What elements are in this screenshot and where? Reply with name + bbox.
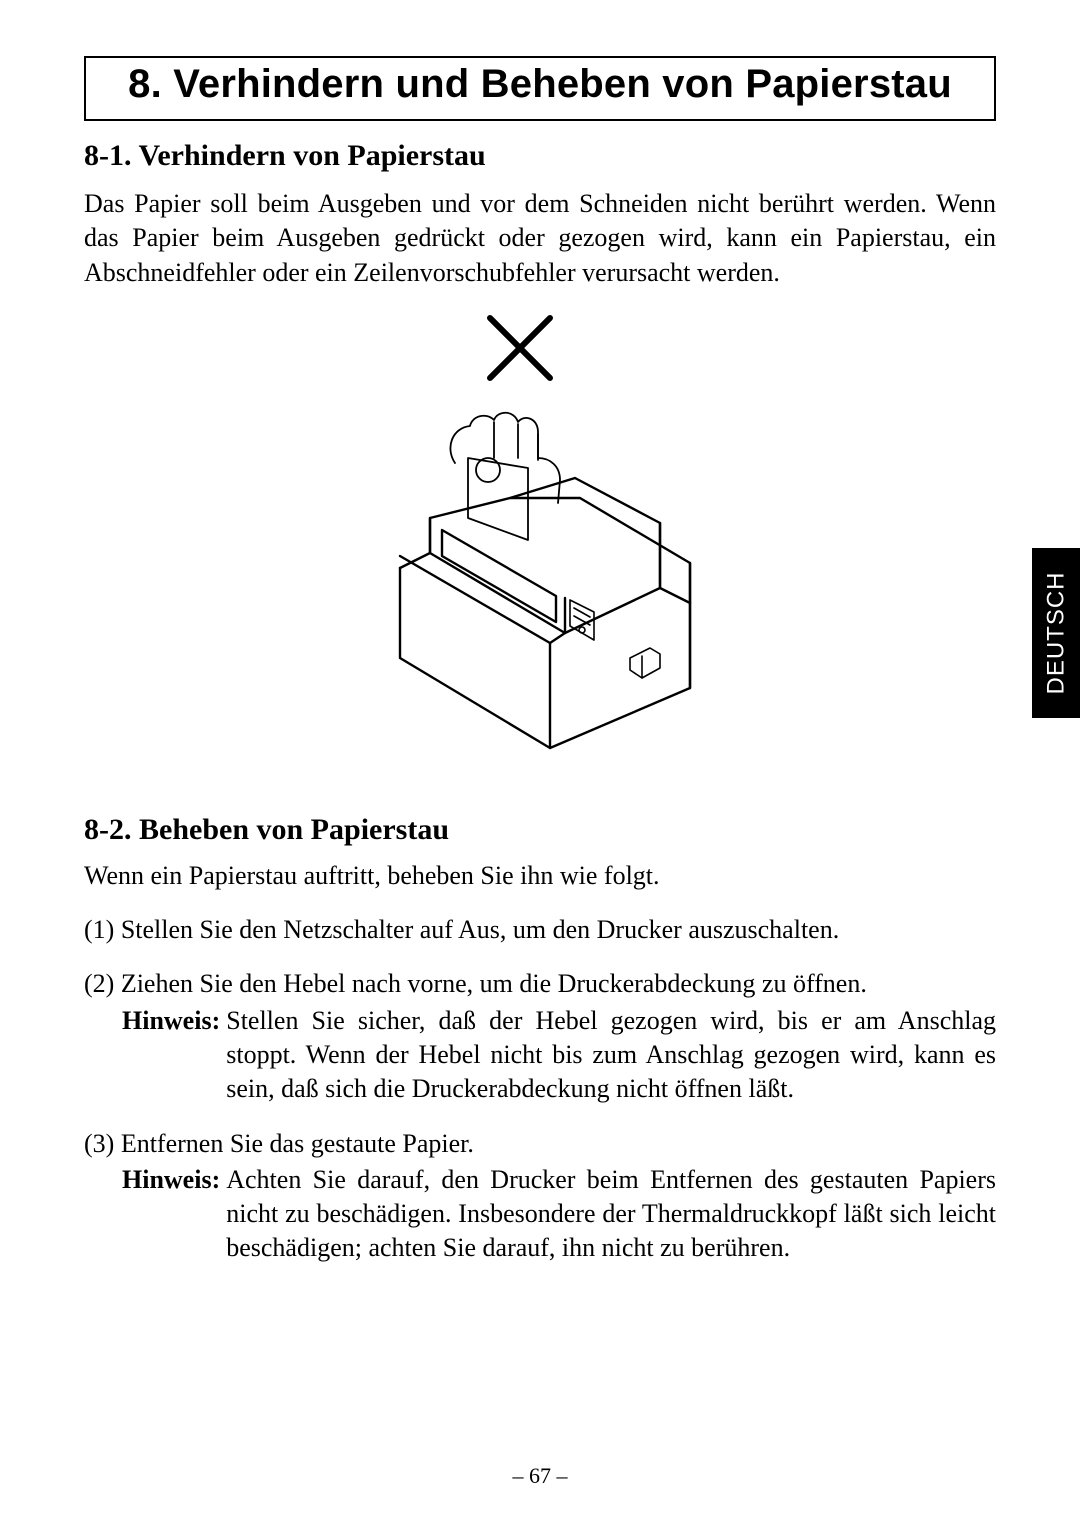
section-8-2-intro: Wenn ein Papierstau auftritt, beheben Si… (84, 861, 996, 891)
step-3-note-text: Achten Sie darauf, den Drucker beim Entf… (226, 1163, 996, 1266)
language-tab-label: DEUTSCH (1042, 571, 1070, 694)
step-2-note: Hinweis: Stellen Sie sicher, daß der Heb… (84, 1004, 996, 1107)
section-8-2-heading: 8-2. Beheben von Papierstau (84, 813, 996, 847)
step-2-note-label: Hinweis: (122, 1004, 226, 1107)
steps-list: (1) Stellen Sie den Netzschalter auf Aus… (84, 913, 996, 1266)
step-3-text: Entfernen Sie das gestaute Papier. (121, 1129, 474, 1158)
step-3-note-label: Hinweis: (122, 1163, 226, 1266)
printer-figure (84, 308, 996, 773)
step-3-num: (3) (84, 1129, 114, 1158)
chapter-title-box: 8. Verhindern und Beheben von Papierstau (84, 56, 996, 121)
page-content: 8. Verhindern und Beheben von Papierstau… (84, 56, 996, 1286)
printer-illustration (360, 308, 720, 768)
step-1: (1) Stellen Sie den Netzschalter auf Aus… (84, 913, 996, 947)
step-2: (2) Ziehen Sie den Hebel nach vorne, um … (84, 967, 996, 1106)
section-8-1-heading: 8-1. Verhindern von Papierstau (84, 139, 996, 173)
step-3: (3) Entfernen Sie das gestaute Papier. H… (84, 1127, 996, 1266)
section-8-1-body: Das Papier soll beim Ausgeben und vor de… (84, 187, 996, 290)
step-3-note: Hinweis: Achten Sie darauf, den Drucker … (84, 1163, 996, 1266)
page-number: – 67 – (0, 1463, 1080, 1489)
step-2-num: (2) (84, 969, 114, 998)
chapter-title: 8. Verhindern und Beheben von Papierstau (86, 62, 994, 107)
step-2-text: Ziehen Sie den Hebel nach vorne, um die … (121, 969, 867, 998)
step-1-num: (1) (84, 915, 114, 944)
step-2-note-text: Stellen Sie sicher, daß der Hebel gezoge… (226, 1004, 996, 1107)
language-tab: DEUTSCH (1032, 548, 1080, 718)
step-1-text: Stellen Sie den Netzschalter auf Aus, um… (121, 915, 839, 944)
